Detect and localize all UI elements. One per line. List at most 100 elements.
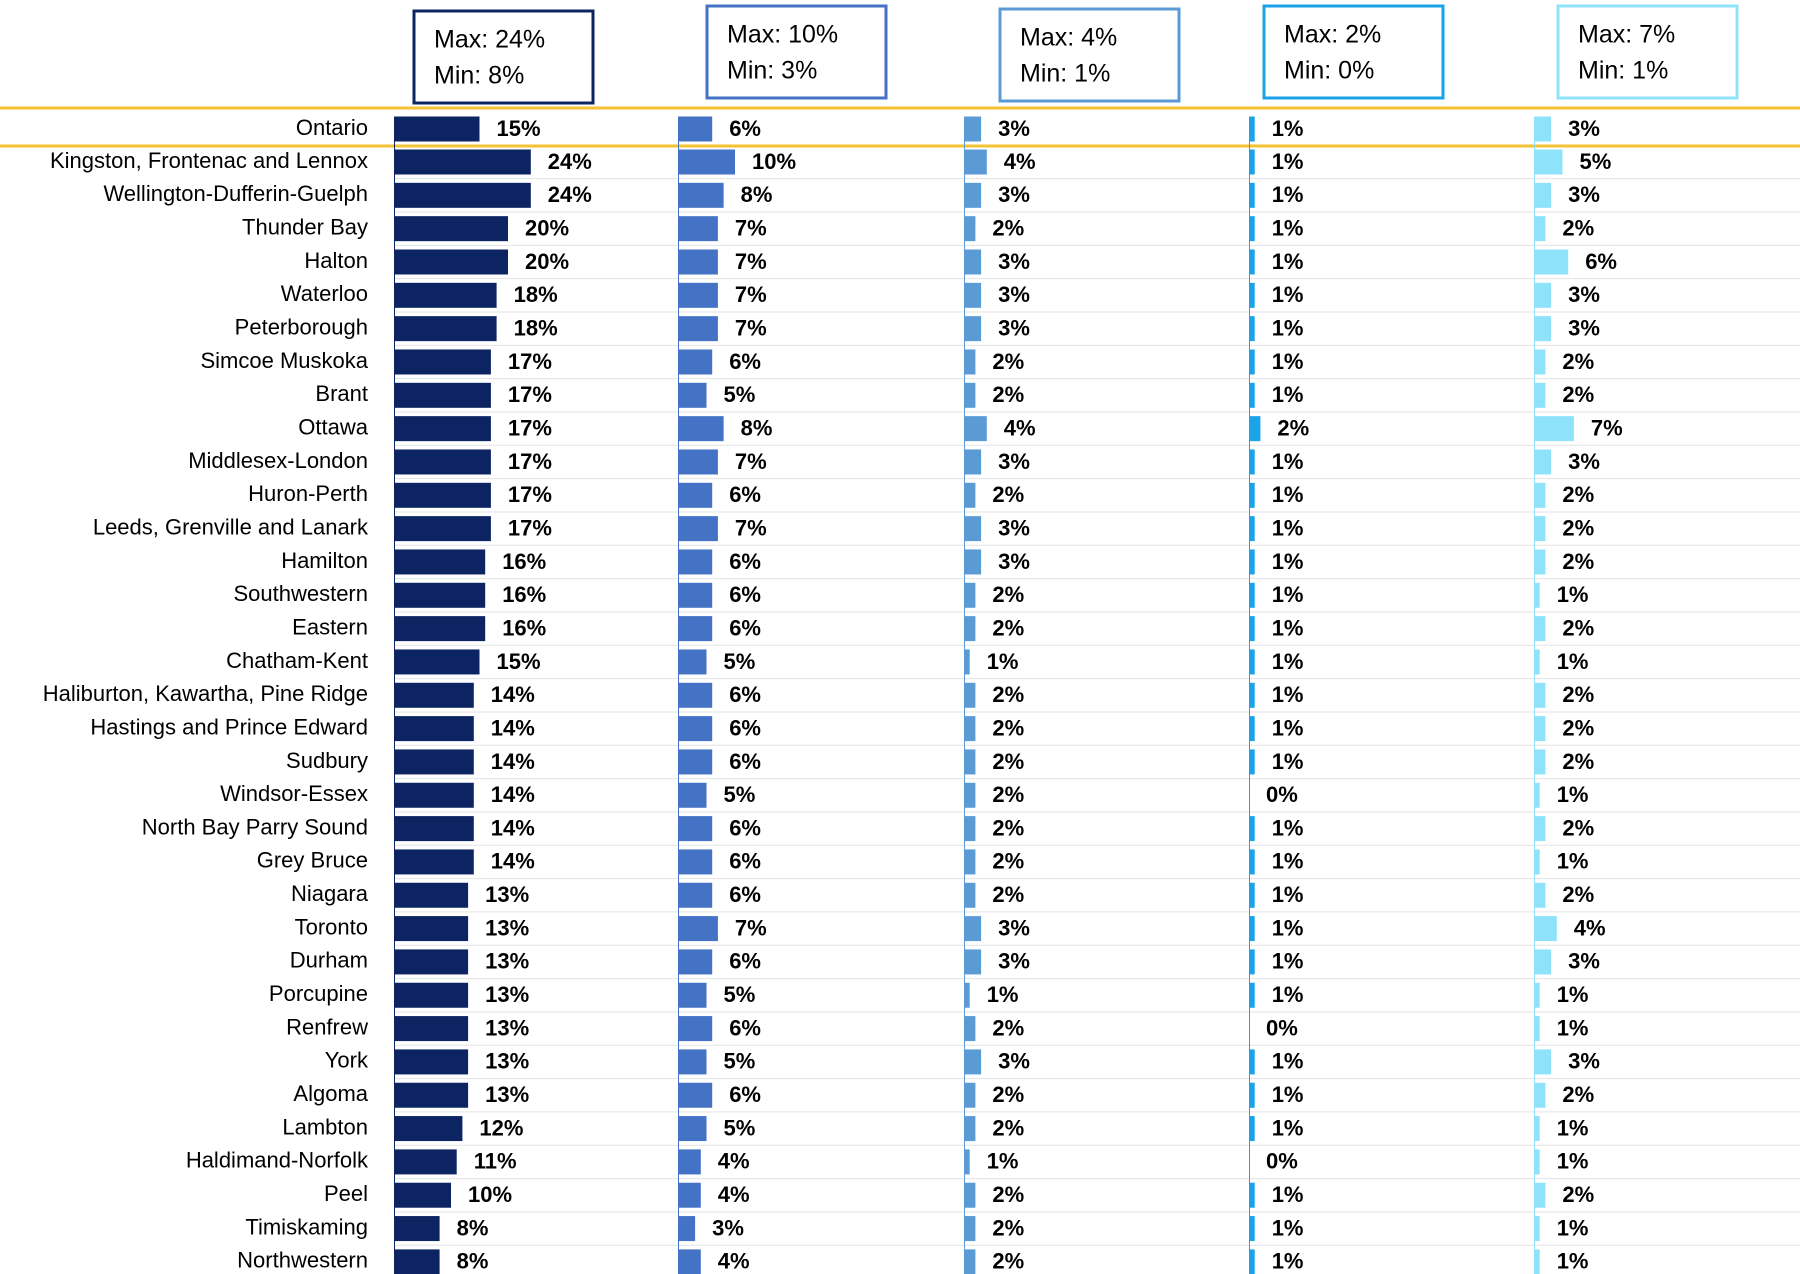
bar [964, 182, 982, 208]
bar [394, 116, 480, 142]
value-label: 2% [992, 349, 1024, 374]
value-label: 16% [502, 549, 546, 574]
bar [964, 549, 982, 575]
value-label: 1% [1272, 349, 1304, 374]
value-label: 13% [485, 949, 529, 974]
bar [1534, 349, 1546, 375]
value-label: 15% [497, 649, 541, 674]
bar [394, 916, 469, 942]
value-label: 16% [502, 615, 546, 640]
value-label: 7% [735, 915, 767, 940]
bar [678, 882, 713, 908]
bar [964, 749, 976, 775]
bar [678, 282, 718, 308]
category-label: Thunder Bay [242, 214, 368, 239]
value-label: 6% [729, 715, 761, 740]
bar [394, 549, 486, 575]
value-label: 6% [729, 849, 761, 874]
bar [1249, 982, 1255, 1008]
value-label: 2% [992, 782, 1024, 807]
bar [1249, 949, 1255, 975]
value-label: 1% [1272, 549, 1304, 574]
value-label: 17% [508, 415, 552, 440]
bar [394, 149, 531, 175]
bar [394, 1149, 457, 1175]
bar [964, 1016, 976, 1042]
value-label: 6% [729, 1082, 761, 1107]
value-label: 1% [1272, 949, 1304, 974]
bar [1534, 582, 1540, 608]
value-label: 1% [1557, 1149, 1589, 1174]
bar [394, 882, 469, 908]
header-box [412, 9, 595, 105]
value-label: 3% [998, 315, 1030, 340]
value-label: 1% [1272, 815, 1304, 840]
value-label: 6% [729, 1015, 761, 1040]
value-label: 1% [1272, 1082, 1304, 1107]
header-min: Min: 0% [1284, 57, 1374, 85]
bar [1534, 849, 1540, 875]
value-label: 16% [502, 582, 546, 607]
value-label: 6% [729, 882, 761, 907]
value-label: 17% [508, 449, 552, 474]
category-label: Haldimand-Norfolk [186, 1148, 369, 1173]
bar [678, 782, 707, 808]
bar [964, 716, 976, 742]
bar [1534, 1082, 1546, 1108]
value-label: 1% [1557, 649, 1589, 674]
bar [1534, 682, 1546, 708]
value-label: 3% [1568, 315, 1600, 340]
bar [964, 1049, 982, 1075]
value-label: 18% [514, 315, 558, 340]
bar [678, 382, 707, 408]
value-label: 3% [998, 1049, 1030, 1074]
category-label: Huron-Perth [248, 481, 368, 506]
bar [394, 1049, 469, 1075]
header-max: Max: 2% [1284, 21, 1381, 49]
category-label: Peel [324, 1181, 368, 1206]
value-label: 1% [1557, 582, 1589, 607]
bar [964, 682, 976, 708]
value-label: 6% [729, 815, 761, 840]
bar [1534, 949, 1552, 975]
bar [678, 449, 718, 475]
value-label: 6% [729, 749, 761, 774]
value-label: 3% [998, 549, 1030, 574]
bar [964, 516, 982, 542]
value-label: 5% [724, 382, 756, 407]
bar [1534, 782, 1540, 808]
value-label: 0% [1266, 1015, 1298, 1040]
bar [678, 982, 707, 1008]
bar [394, 816, 474, 842]
category-label: Windsor-Essex [220, 781, 368, 806]
bar [1249, 416, 1261, 442]
value-label: 2% [992, 849, 1024, 874]
bar [1249, 216, 1255, 242]
bar [1534, 482, 1546, 508]
bar [678, 116, 713, 142]
value-label: 2% [1562, 815, 1594, 840]
bar [678, 749, 713, 775]
category-label: Haliburton, Kawartha, Pine Ridge [43, 681, 368, 706]
value-label: 7% [735, 282, 767, 307]
value-label: 4% [718, 1182, 750, 1207]
value-label: 10% [468, 1182, 512, 1207]
bar [1249, 682, 1255, 708]
category-label: Kingston, Frontenac and Lennox [50, 148, 368, 173]
bar [1534, 816, 1546, 842]
bar [678, 682, 713, 708]
value-label: 1% [1272, 116, 1304, 141]
value-label: 3% [998, 515, 1030, 540]
value-label: 1% [1272, 1115, 1304, 1140]
value-label: 1% [1272, 215, 1304, 240]
value-label: 1% [1272, 849, 1304, 874]
category-label: Brant [315, 381, 368, 406]
value-label: 17% [508, 349, 552, 374]
value-label: 17% [508, 515, 552, 540]
bar [678, 1149, 701, 1175]
bar [964, 849, 976, 875]
bar [1534, 116, 1552, 142]
bar [1534, 416, 1574, 442]
header-box [705, 4, 888, 100]
bar [1249, 849, 1255, 875]
